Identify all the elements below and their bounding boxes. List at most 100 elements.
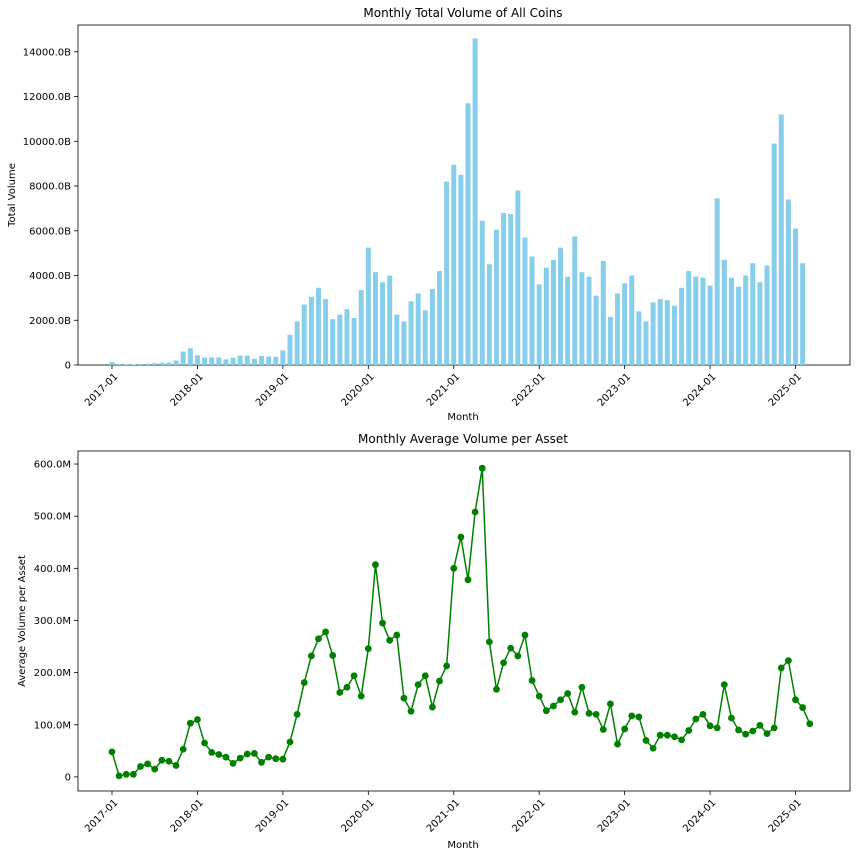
- data-point: [172, 762, 180, 769]
- data-point: [322, 628, 329, 636]
- y-tick-label: 0: [65, 361, 71, 372]
- x-tick-label: 2017-01: [83, 371, 120, 408]
- bar: [650, 302, 656, 365]
- data-point: [151, 765, 159, 773]
- bar: [607, 316, 613, 365]
- data-point: [578, 683, 586, 691]
- data-point: [336, 689, 344, 696]
- bar: [287, 334, 293, 365]
- bar: [793, 228, 799, 365]
- bar: [372, 272, 378, 365]
- data-point: [429, 703, 436, 711]
- chart1-x-axis: 2017-01 2018-01 2019-01 2020-01 2021-01 2022-…: [83, 365, 804, 409]
- data-point: [414, 681, 422, 689]
- data-point: [179, 745, 187, 753]
- y-tick-label: 2000.0B: [29, 316, 71, 327]
- bar: [123, 364, 129, 365]
- data-point: [713, 724, 721, 732]
- data-point: [777, 664, 785, 672]
- bar: [344, 309, 350, 365]
- bar: [736, 286, 742, 365]
- chart1-y-axis: 0 2000.0B 4000.0B 6000.0B 8000.0B 10000.0B 120…: [23, 47, 78, 372]
- chart1-bars: [109, 38, 806, 365]
- data-point: [692, 715, 700, 723]
- bar: [422, 310, 428, 365]
- data-point: [599, 726, 607, 733]
- data-point: [628, 712, 636, 720]
- data-point: [663, 731, 671, 739]
- data-point: [464, 576, 472, 584]
- data-point: [592, 710, 600, 718]
- bar: [501, 212, 507, 365]
- chart2-plot-area: [77, 450, 851, 792]
- data-point: [286, 738, 294, 746]
- bar: [664, 300, 670, 365]
- data-point: [749, 727, 757, 735]
- data-point: [585, 709, 593, 717]
- x-tick-label: 2018-01: [169, 797, 206, 834]
- y-tick-label: 10000.0B: [23, 137, 71, 148]
- bar: [764, 265, 770, 365]
- data-point: [457, 533, 465, 541]
- data-point: [201, 739, 208, 747]
- data-point: [165, 757, 173, 765]
- data-point: [535, 692, 543, 700]
- data-point: [542, 707, 550, 715]
- y-tick-label: 500.0M: [34, 512, 71, 523]
- bar: [187, 348, 193, 365]
- data-point: [656, 731, 664, 739]
- x-tick-label: 2022-01: [510, 371, 547, 408]
- data-point: [265, 753, 273, 761]
- data-point: [144, 760, 152, 768]
- chart1-title: Monthly Total Volume of All Coins: [363, 6, 562, 20]
- chart2-xlabel: Month: [447, 840, 478, 851]
- bar: [558, 247, 564, 365]
- bar: [358, 290, 364, 365]
- data-point: [785, 657, 792, 665]
- bar: [785, 199, 791, 365]
- y-tick-label: 8000.0B: [29, 182, 71, 193]
- x-tick-label: 2018-01: [169, 371, 206, 408]
- x-tick-label: 2019-01: [254, 797, 291, 834]
- data-point: [493, 685, 500, 693]
- bar: [209, 357, 215, 365]
- data-point: [720, 681, 728, 689]
- data-point: [357, 692, 365, 700]
- bar: [244, 355, 250, 365]
- bar: [116, 364, 122, 365]
- data-point: [799, 704, 807, 711]
- bar: [615, 293, 621, 365]
- bar: [714, 198, 720, 365]
- y-tick-label: 200.0M: [34, 668, 71, 679]
- bar: [458, 174, 464, 365]
- bar: [693, 276, 699, 365]
- bar: [159, 362, 165, 365]
- bar: [721, 259, 727, 365]
- bar: [472, 38, 478, 365]
- bar: [315, 287, 321, 365]
- bar: [394, 314, 400, 365]
- bar: [308, 296, 314, 365]
- chart2-x-axis: 2017-01 2018-01 2019-01 2020-01 2021-01 2022-…: [83, 791, 804, 835]
- data-point: [678, 736, 685, 744]
- data-point: [108, 748, 116, 756]
- data-point: [806, 720, 814, 728]
- data-point: [293, 710, 301, 718]
- data-point: [186, 719, 194, 727]
- bar: [330, 319, 336, 365]
- data-point: [450, 564, 458, 572]
- x-tick-label: 2021-01: [425, 797, 462, 834]
- bar: [686, 271, 692, 365]
- series-line: [111, 468, 811, 777]
- bar: [572, 236, 578, 365]
- bar: [145, 363, 151, 365]
- bar: [301, 304, 307, 365]
- bar: [515, 190, 521, 365]
- x-tick-label: 2025-01: [767, 797, 804, 834]
- bar: [152, 363, 158, 365]
- data-point: [471, 508, 479, 516]
- bar: [237, 355, 243, 365]
- y-tick-label: 14000.0B: [23, 47, 71, 58]
- data-point: [272, 755, 280, 763]
- data-point: [706, 722, 714, 730]
